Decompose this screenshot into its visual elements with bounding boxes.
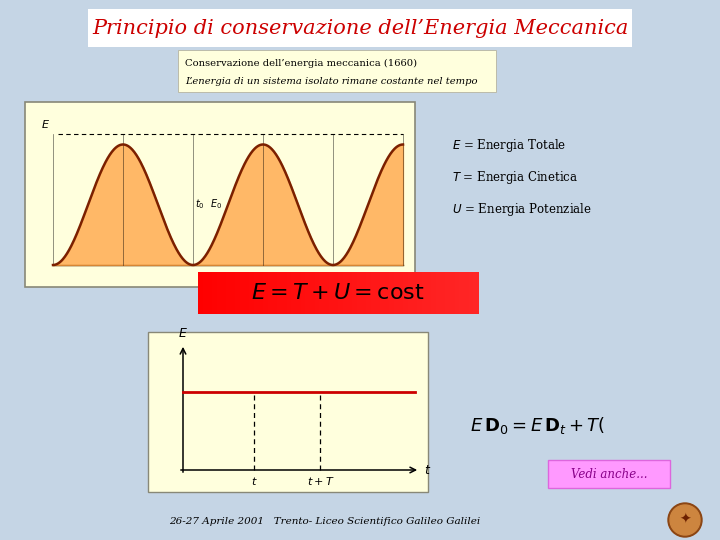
- Text: $t_0$: $t_0$: [195, 197, 204, 211]
- Bar: [343, 272, 348, 314]
- Text: Conservazione dell’energia meccanica (1660): Conservazione dell’energia meccanica (16…: [185, 58, 417, 68]
- Bar: [320, 272, 325, 314]
- Text: $E$: $E$: [178, 327, 188, 340]
- Text: $U$ = Energia Potenziale: $U$ = Energia Potenziale: [452, 200, 592, 218]
- Bar: [277, 272, 283, 314]
- Bar: [347, 272, 353, 314]
- Bar: [282, 272, 288, 314]
- Bar: [408, 272, 414, 314]
- Bar: [371, 272, 377, 314]
- Bar: [361, 272, 367, 314]
- Bar: [431, 272, 437, 314]
- Bar: [333, 272, 339, 314]
- Bar: [148, 332, 428, 492]
- Bar: [258, 272, 264, 314]
- Bar: [212, 272, 217, 314]
- Bar: [459, 272, 465, 314]
- Text: $E$ = Energia Totale: $E$ = Energia Totale: [452, 137, 566, 153]
- Text: $T$ = Energia Cinetica: $T$ = Energia Cinetica: [452, 168, 578, 186]
- Bar: [356, 272, 362, 314]
- Bar: [352, 272, 358, 314]
- Bar: [413, 272, 418, 314]
- Text: $E = T + U = \mathrm{cost}$: $E = T + U = \mathrm{cost}$: [251, 282, 425, 304]
- Circle shape: [670, 505, 700, 535]
- Bar: [287, 272, 292, 314]
- Text: $t + T$: $t + T$: [307, 475, 334, 487]
- Bar: [207, 272, 213, 314]
- Bar: [324, 272, 330, 314]
- Text: $t$: $t$: [251, 475, 258, 487]
- Text: L’energia di un sistema isolato rimane costante nel tempo: L’energia di un sistema isolato rimane c…: [185, 77, 477, 85]
- Bar: [469, 272, 474, 314]
- Bar: [273, 272, 279, 314]
- Bar: [178, 50, 496, 92]
- Bar: [301, 272, 306, 314]
- Bar: [310, 272, 315, 314]
- Bar: [446, 272, 451, 314]
- Bar: [328, 272, 334, 314]
- Bar: [441, 272, 446, 314]
- Bar: [202, 272, 208, 314]
- Text: Vedi anche...: Vedi anche...: [571, 468, 647, 481]
- Bar: [394, 272, 400, 314]
- Bar: [366, 272, 372, 314]
- Text: Principio di conservazione dell’Energia Meccanica: Principio di conservazione dell’Energia …: [92, 18, 628, 37]
- Bar: [403, 272, 409, 314]
- Bar: [235, 272, 241, 314]
- Text: 26-27 Aprile 2001   Trento- Liceo Scientifico Galileo Galilei: 26-27 Aprile 2001 Trento- Liceo Scientif…: [169, 517, 481, 526]
- Bar: [548, 460, 670, 488]
- Bar: [292, 272, 297, 314]
- Bar: [240, 272, 246, 314]
- Bar: [384, 272, 390, 314]
- Bar: [230, 272, 236, 314]
- Circle shape: [668, 503, 702, 537]
- Bar: [390, 272, 395, 314]
- Bar: [88, 9, 632, 47]
- Text: $t$: $t$: [424, 463, 431, 476]
- Bar: [473, 272, 479, 314]
- Bar: [454, 272, 460, 314]
- Bar: [338, 272, 343, 314]
- Bar: [380, 272, 386, 314]
- Bar: [422, 272, 428, 314]
- Bar: [245, 272, 251, 314]
- Bar: [450, 272, 456, 314]
- Bar: [418, 272, 423, 314]
- Bar: [427, 272, 432, 314]
- Bar: [296, 272, 302, 314]
- Text: $E$: $E$: [41, 118, 50, 130]
- Bar: [464, 272, 469, 314]
- Text: ✦: ✦: [679, 513, 690, 527]
- Bar: [315, 272, 320, 314]
- Bar: [399, 272, 405, 314]
- Bar: [264, 272, 269, 314]
- Bar: [268, 272, 274, 314]
- Bar: [375, 272, 381, 314]
- Bar: [226, 272, 232, 314]
- Bar: [25, 102, 415, 287]
- Bar: [198, 272, 204, 314]
- Bar: [221, 272, 227, 314]
- Bar: [217, 272, 222, 314]
- Bar: [249, 272, 255, 314]
- Bar: [254, 272, 260, 314]
- Text: $E\,\mathbf{D}_0 = E\,\mathbf{D}_t + T($: $E\,\mathbf{D}_0 = E\,\mathbf{D}_t + T($: [470, 415, 606, 435]
- Bar: [436, 272, 441, 314]
- Text: $E_0$: $E_0$: [210, 197, 222, 211]
- Bar: [305, 272, 311, 314]
